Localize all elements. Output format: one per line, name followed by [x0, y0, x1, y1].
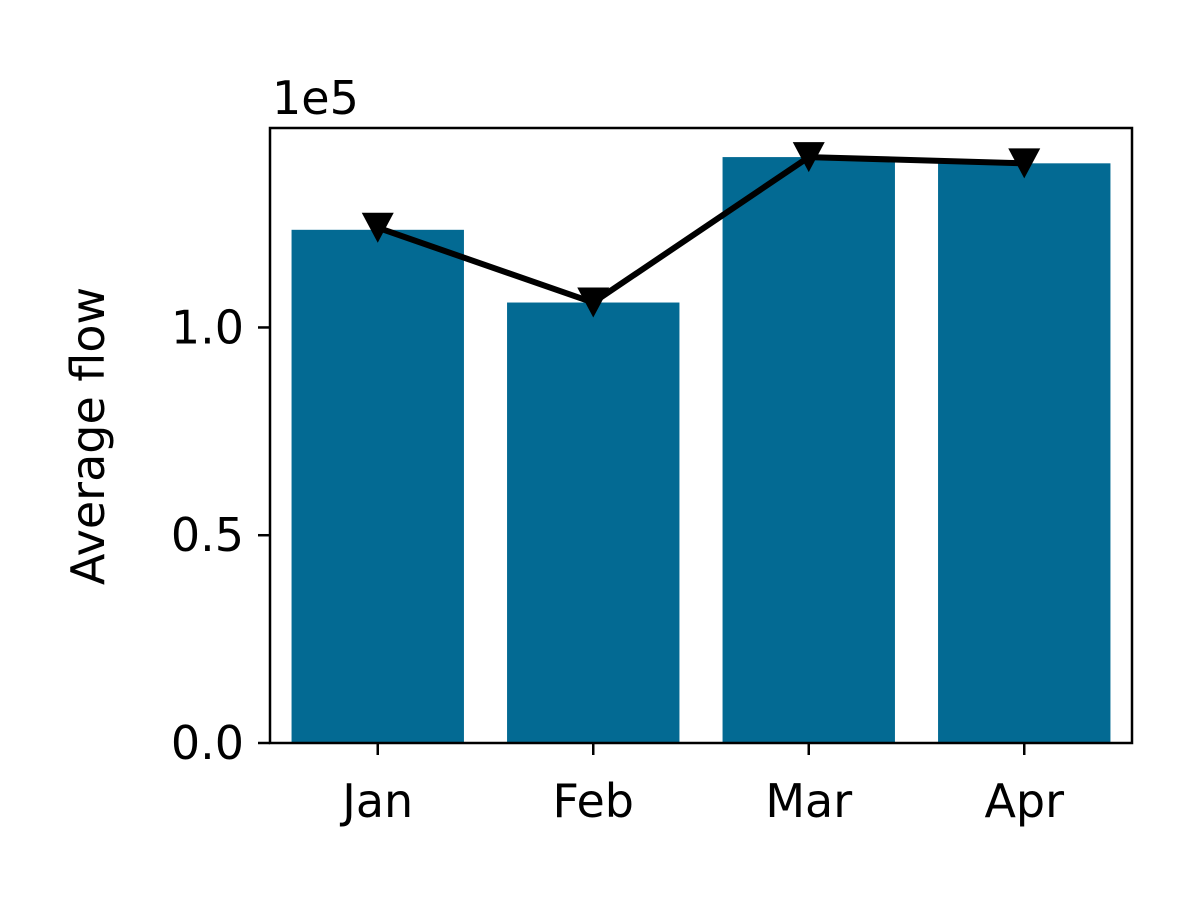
- y-tick-label: 1.0: [171, 300, 244, 354]
- plot-frame: [268, 126, 1134, 745]
- y-tick-label: 0.0: [171, 716, 244, 770]
- x-tick-label: Jan: [339, 774, 413, 828]
- bars-layer: [291, 157, 1111, 744]
- bar-jan: [291, 229, 464, 743]
- line-marker-apr: [1008, 148, 1041, 179]
- axes-layer: 0.0 0.5 1.0 Jan Feb Mar Apr: [171, 126, 1134, 828]
- x-tick-label: Apr: [984, 774, 1064, 828]
- line-layer: [361, 142, 1041, 318]
- line-series: [374, 154, 1028, 306]
- bar-mar: [722, 157, 895, 744]
- bar-feb: [507, 302, 680, 743]
- y-tick-label: 0.5: [171, 508, 244, 562]
- line-marker-feb: [577, 287, 610, 318]
- bar-apr: [938, 163, 1111, 744]
- y-axis-label: Average flow: [61, 287, 115, 585]
- y-offset-label: 1e5: [272, 71, 359, 125]
- line-marker-jan: [361, 212, 394, 243]
- line-marker-mar: [792, 142, 825, 173]
- labels-layer: Average flow 1e5: [61, 71, 359, 585]
- x-tick-label: Feb: [553, 774, 634, 828]
- x-tick-label: Mar: [765, 774, 852, 828]
